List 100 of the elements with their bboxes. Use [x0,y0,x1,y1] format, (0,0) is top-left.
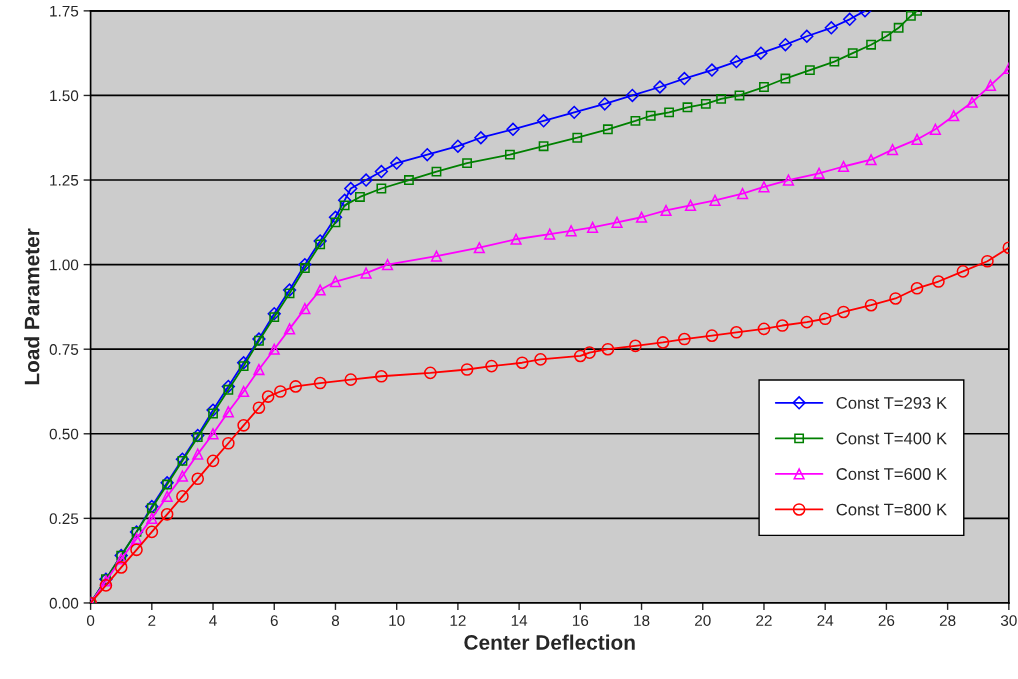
point [889,292,902,305]
point [268,343,280,355]
point [645,110,656,121]
y-tick-label: 1.00 [50,259,79,271]
point [682,102,693,113]
point [778,38,793,52]
point [375,369,388,383]
point [800,29,814,43]
point [115,553,127,565]
point [160,507,174,521]
point [485,359,498,373]
point [191,472,205,486]
point [730,325,743,339]
point [289,380,302,393]
point [146,503,157,514]
point [583,346,596,359]
point [705,329,719,342]
y-tick-label: 1.25 [50,174,79,186]
point [510,233,522,245]
y-tick-label: 1.50 [50,90,79,102]
point [191,428,205,443]
point [337,193,352,207]
point [824,21,838,35]
x-tick-label: 4 [209,615,217,626]
point [660,204,672,217]
point [269,312,280,322]
point [565,225,577,237]
point [804,65,815,76]
point [403,175,414,185]
point [161,490,173,503]
point [299,302,311,315]
point [328,210,343,224]
point [847,48,858,59]
point [315,239,326,250]
point [99,579,113,592]
legend-label: Const T=800 K [836,503,947,516]
point [238,361,249,372]
point [176,490,189,503]
point [776,319,789,332]
point [222,436,235,450]
point [192,448,204,460]
point [538,141,549,152]
point [267,307,281,321]
point [381,258,394,271]
point [374,164,389,179]
point [818,312,832,326]
point [424,366,437,380]
point [283,323,296,335]
point [298,257,312,272]
point [206,454,220,468]
point [981,254,994,268]
point [948,110,960,122]
point [473,242,485,254]
point [629,339,642,353]
x-tick-label: 20 [695,615,711,626]
x-tick-label: 2 [148,615,156,626]
point [716,93,727,104]
y-tick-label: 0.00 [49,597,79,609]
point [130,543,143,557]
point [700,98,711,109]
point [282,283,297,297]
point [390,156,404,170]
point [313,376,327,390]
point [656,336,670,349]
point [709,194,721,206]
point [586,221,599,234]
y-tick-label: 0.25 [49,513,79,525]
point [451,139,465,153]
point [864,298,878,312]
point [431,166,442,177]
x-tick-label: 8 [331,615,340,626]
point [956,265,970,278]
point [207,428,219,440]
x-tick-label: 18 [634,615,650,626]
point [837,305,850,319]
point [261,390,275,403]
point [208,408,218,419]
point [360,267,372,279]
point [567,105,581,120]
point [843,12,857,26]
point [734,90,745,101]
point [313,234,327,248]
y-axis-title: Load Parameter [24,228,40,385]
x-tick-label: 26 [878,615,895,626]
x-tick-label: 30 [1000,615,1017,626]
point [780,73,791,84]
point [223,384,234,395]
x-tick-label: 16 [573,615,589,626]
point [462,158,473,169]
point [329,275,342,288]
point [653,80,667,94]
point [515,356,529,370]
point [905,11,916,21]
point [344,181,358,196]
point [757,322,771,336]
point [837,160,850,173]
point [705,63,719,77]
point [572,132,583,143]
point [574,349,587,363]
point [252,401,266,415]
